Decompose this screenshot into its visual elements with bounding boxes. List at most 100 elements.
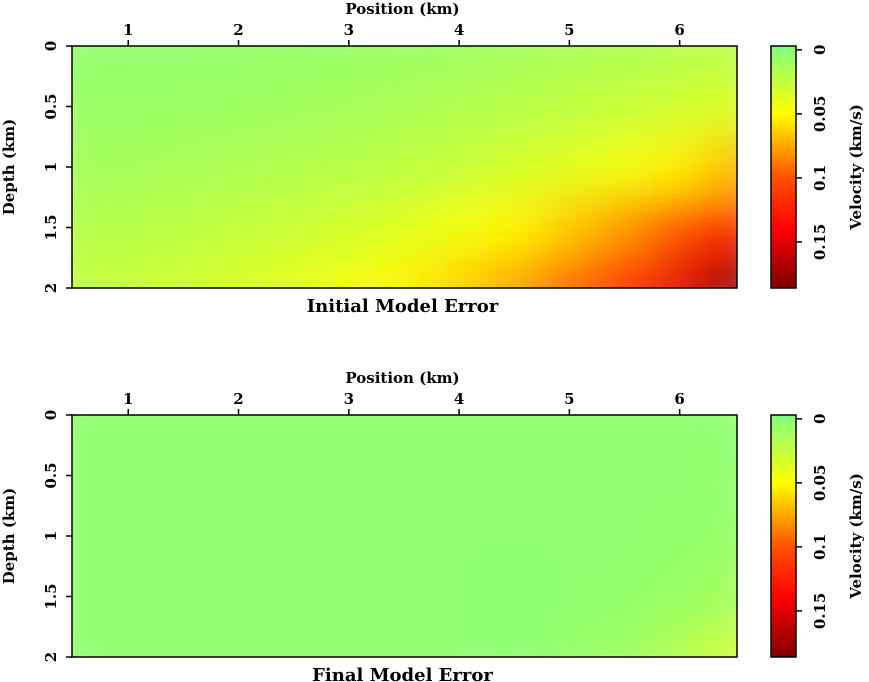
heatmap-cell (486, 257, 543, 288)
heatmap-cell (431, 505, 488, 567)
heatmap-cell (321, 445, 377, 507)
heatmap-cell (210, 626, 267, 657)
heatmap-cell (652, 257, 708, 288)
heatmap-cell (210, 136, 267, 198)
heatmap-cell (431, 257, 488, 288)
heatmap-cell (486, 445, 543, 507)
heatmap-cell (155, 257, 212, 288)
heatmap-cell (376, 505, 433, 567)
heatmap-cell (155, 46, 212, 77)
heatmap-cell (266, 505, 322, 567)
heatmap-cell (541, 415, 598, 446)
heatmap-cell (541, 136, 598, 198)
x-tick-label: 3 (344, 390, 354, 408)
heatmap-cells (72, 415, 737, 657)
heatmap-cell (210, 76, 267, 138)
heatmap-cell (596, 626, 653, 657)
heatmap-cell (321, 566, 377, 628)
heatmap-cell (321, 46, 377, 77)
y-tick-label: 0 (42, 41, 60, 51)
y-tick-label: 1.5 (42, 214, 60, 240)
colorbar-tick-label: 0.1 (811, 534, 829, 560)
heatmap-cell (431, 566, 488, 628)
heatmap-cell (321, 415, 377, 446)
heatmap-cell (72, 136, 102, 198)
heatmap-cell (321, 76, 377, 138)
heatmap-cell (541, 197, 598, 259)
heatmap-cell (541, 257, 598, 288)
heatmap-cell (596, 76, 653, 138)
heatmap-cell (541, 445, 598, 507)
heatmap-cell (72, 197, 102, 259)
x-axis-label: Position (km) (345, 0, 459, 18)
plot-area (72, 415, 737, 657)
heatmap-cell (541, 505, 598, 567)
heatmap-cell (596, 46, 653, 77)
heatmap-cell (652, 566, 708, 628)
heatmap-cell (486, 46, 543, 77)
heatmap-cell (100, 257, 157, 288)
x-tick-label: 5 (564, 21, 574, 39)
x-tick-label: 6 (674, 21, 684, 39)
heatmap-cell (155, 626, 212, 657)
heatmap-cell (652, 415, 708, 446)
heatmap-cell (210, 415, 267, 446)
heatmap-cell (72, 445, 102, 507)
colorbar-label: Velocity (km/s) (847, 104, 865, 231)
x-tick-label: 3 (344, 21, 354, 39)
colorbar-tick-label: 0 (811, 414, 829, 424)
heatmap-cell (707, 197, 737, 259)
heatmap-cell (266, 197, 322, 259)
heatmap-cell (266, 136, 322, 198)
colorbar-tick-label: 0.15 (811, 593, 829, 630)
heatmap-cell (431, 136, 488, 198)
heatmap-cell (100, 197, 157, 259)
heatmap-cell (486, 626, 543, 657)
x-tick-label: 2 (233, 21, 243, 39)
heatmap-cell (596, 566, 653, 628)
heatmap-cell (707, 566, 737, 628)
heatmap-cell (486, 505, 543, 567)
x-tick-label: 1 (123, 390, 133, 408)
x-tick-label: 4 (454, 390, 464, 408)
heatmap-cell (210, 46, 267, 77)
x-tick-label: 6 (674, 390, 684, 408)
heatmap-cell (72, 415, 102, 446)
heatmap-cell (431, 76, 488, 138)
heatmap-cell (100, 76, 157, 138)
heatmap-cell (486, 197, 543, 259)
heatmap-cell (376, 566, 433, 628)
heatmap-cell (431, 415, 488, 446)
heatmap-cell (376, 257, 433, 288)
heatmap-cell (652, 46, 708, 77)
x-tick-label: 5 (564, 390, 574, 408)
heatmap-cell (486, 136, 543, 198)
heatmap-cell (376, 415, 433, 446)
plot-area (72, 46, 737, 288)
heatmap-cell (707, 626, 737, 657)
heatmap-cell (321, 505, 377, 567)
heatmap-cell (707, 76, 737, 138)
heatmap-cell (596, 257, 653, 288)
heatmap-cell (707, 257, 737, 288)
heatmap-cell (210, 445, 267, 507)
heatmap-cell (652, 445, 708, 507)
heatmap-cell (155, 415, 212, 446)
heatmap-cell (210, 257, 267, 288)
heatmap-cell (541, 76, 598, 138)
heatmap-cell (541, 566, 598, 628)
heatmap-cell (321, 626, 377, 657)
heatmap-cell (376, 46, 433, 77)
heatmap-cell (100, 136, 157, 198)
heatmap-cell (652, 197, 708, 259)
heatmap-cell (155, 566, 212, 628)
heatmap-cell (486, 566, 543, 628)
heatmap-cell (376, 445, 433, 507)
heatmap-cell (707, 445, 737, 507)
heatmap-cell (652, 76, 708, 138)
y-tick-label: 2 (42, 652, 60, 662)
heatmap-cell (376, 197, 433, 259)
heatmap-cell (376, 76, 433, 138)
y-axis-label: Depth (km) (0, 119, 18, 216)
heatmap-cell (266, 566, 322, 628)
